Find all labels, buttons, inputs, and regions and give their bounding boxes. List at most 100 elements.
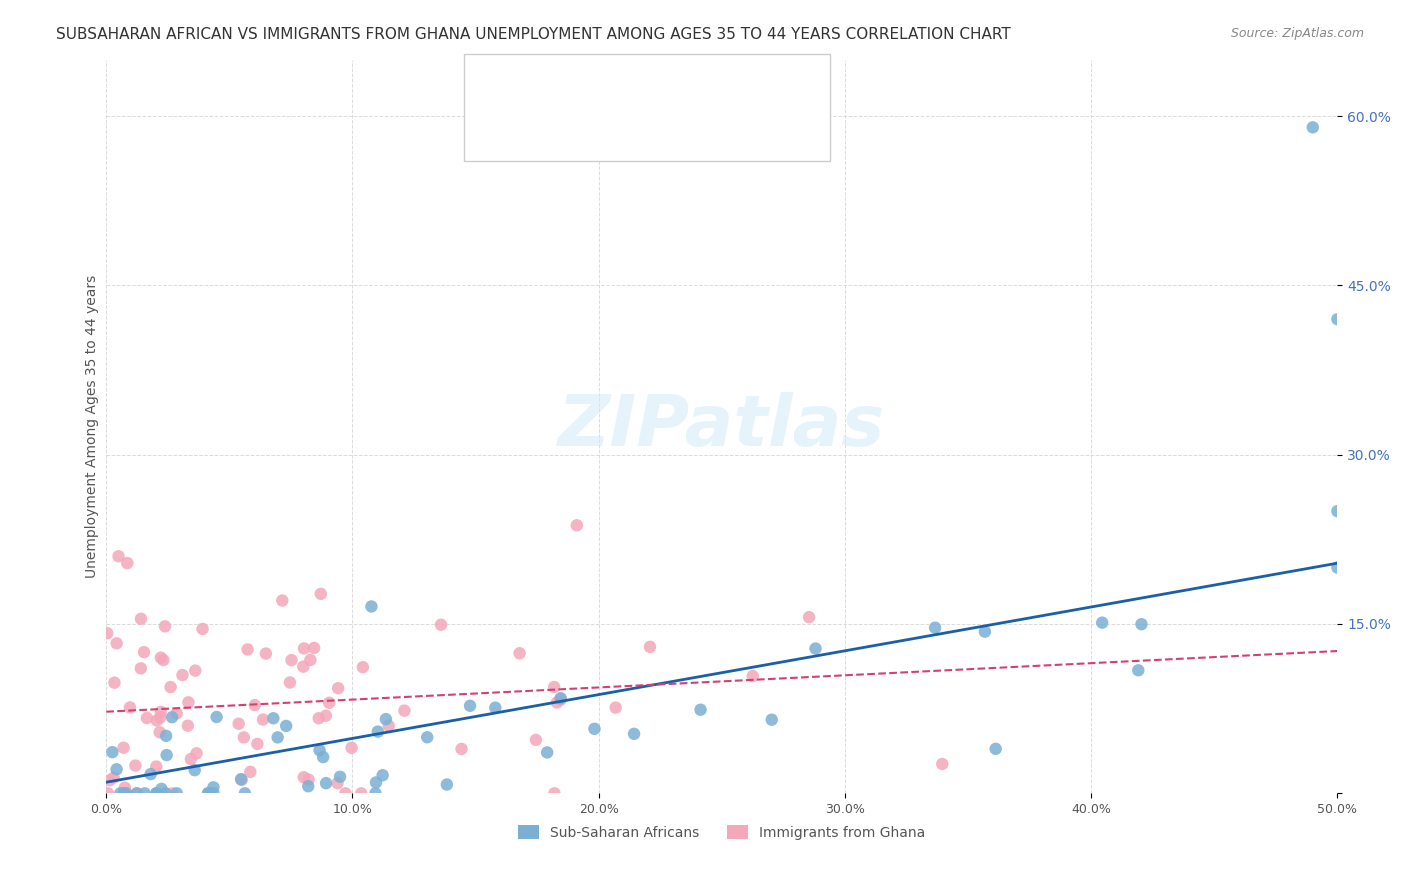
Point [350, 786, 373, 800]
Point [231, 772, 253, 787]
Point [112, 740, 135, 755]
Point [105, 636, 128, 650]
Point [458, 698, 481, 713]
Point [105, 762, 128, 776]
Point [197, 786, 219, 800]
Point [202, 786, 225, 800]
Point [110, 786, 132, 800]
Point [309, 587, 332, 601]
Point [280, 653, 302, 667]
Point [271, 593, 294, 607]
Point [308, 743, 330, 757]
Point [145, 786, 167, 800]
Point [299, 653, 322, 667]
Point [243, 698, 266, 712]
Text: SUBSAHARAN AFRICAN VS IMMIGRANTS FROM GHANA UNEMPLOYMENT AMONG AGES 35 TO 44 YEA: SUBSAHARAN AFRICAN VS IMMIGRANTS FROM GH… [56, 27, 1011, 42]
Point [124, 758, 146, 772]
Point [162, 786, 184, 800]
Point [394, 704, 416, 718]
Point [367, 724, 389, 739]
Point [112, 786, 135, 800]
Point [583, 722, 606, 736]
Point [292, 659, 315, 673]
Point [536, 746, 558, 760]
Point [205, 710, 228, 724]
Point [689, 703, 711, 717]
Point [101, 745, 124, 759]
Point [430, 617, 453, 632]
Point [266, 731, 288, 745]
Point [509, 646, 531, 660]
Point [524, 732, 547, 747]
Point [254, 647, 277, 661]
Point [360, 599, 382, 614]
Point [315, 776, 337, 790]
Point [797, 610, 820, 624]
Point [565, 518, 588, 533]
Point [328, 681, 350, 696]
Point [149, 705, 172, 719]
Legend: Sub-Saharan Africans, Immigrants from Ghana: Sub-Saharan Africans, Immigrants from Gh… [513, 819, 931, 845]
Point [605, 700, 627, 714]
Point [318, 696, 340, 710]
Point [550, 691, 572, 706]
Point [191, 622, 214, 636]
Point [159, 680, 181, 694]
Point [364, 786, 387, 800]
Point [166, 786, 188, 800]
Point [146, 714, 169, 728]
Point [156, 747, 179, 762]
Point [150, 781, 173, 796]
Point [166, 706, 188, 721]
Point [335, 786, 357, 800]
Point [125, 786, 148, 800]
Point [149, 710, 172, 724]
Point [228, 716, 250, 731]
Point [1128, 663, 1150, 677]
Point [315, 708, 337, 723]
Point [186, 747, 208, 761]
Point [177, 695, 200, 709]
Point [276, 719, 298, 733]
Point [96, 626, 118, 640]
Text: R = 0.569   N = 59: R = 0.569 N = 59 [526, 82, 657, 96]
Y-axis label: Unemployment Among Ages 35 to 44 years: Unemployment Among Ages 35 to 44 years [86, 275, 100, 578]
Point [114, 780, 136, 795]
Point [543, 680, 565, 694]
Point [149, 725, 172, 739]
Point [1326, 312, 1348, 326]
Point [924, 621, 946, 635]
Point [152, 653, 174, 667]
Point [1302, 120, 1324, 135]
Point [232, 731, 254, 745]
Point [125, 786, 148, 800]
Point [202, 780, 225, 795]
Point [931, 756, 953, 771]
Point [329, 770, 352, 784]
Point [117, 556, 139, 570]
Point [550, 693, 572, 707]
Point [118, 700, 141, 714]
Point [97, 786, 120, 800]
Point [364, 775, 387, 789]
Point [1326, 504, 1348, 518]
Point [233, 786, 256, 800]
Point [155, 729, 177, 743]
Point [1130, 617, 1153, 632]
Point [184, 664, 207, 678]
Point [308, 711, 330, 725]
Point [229, 772, 252, 786]
Point [436, 778, 458, 792]
Point [155, 786, 177, 800]
Point [543, 786, 565, 800]
Point [139, 767, 162, 781]
Point [450, 742, 472, 756]
Point [98, 773, 121, 788]
Point [278, 675, 301, 690]
Point [546, 695, 568, 709]
Point [297, 779, 319, 793]
Point [804, 641, 827, 656]
Point [114, 786, 136, 800]
Point [115, 786, 138, 800]
Point [761, 713, 783, 727]
